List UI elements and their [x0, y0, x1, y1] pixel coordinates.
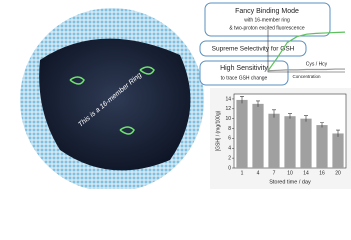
y-tick-label: 14	[225, 96, 231, 102]
box-title: Supreme Selectivity for GSH	[212, 46, 295, 53]
bar	[236, 99, 248, 168]
bar	[284, 116, 296, 168]
bar	[316, 125, 328, 168]
x-axis-label: Concentration	[292, 74, 321, 79]
box-text: with 16-member ring	[244, 17, 290, 23]
box-2: Supreme Selectivity for GSH	[199, 40, 307, 57]
graphical-abstract: This is a 16-member Ring Fancy Binding M…	[20, 2, 351, 189]
error-bar	[320, 122, 324, 128]
vesicle: This is a 16-member Ring	[20, 8, 204, 189]
data-line	[267, 31, 346, 72]
axis	[267, 30, 345, 73]
y-tick-label: 2	[228, 155, 231, 161]
x-tick-label: 16	[319, 170, 325, 176]
error-bar	[336, 129, 340, 137]
y-tick-label: 6	[228, 136, 231, 142]
box-3: High Sensitivity to trace GSH change	[199, 60, 289, 86]
x-tick-label: 14	[303, 170, 309, 176]
x-tick-label: 20	[335, 170, 341, 176]
bar	[332, 133, 344, 168]
box-text: & two-proton excited fluorescence	[229, 25, 305, 31]
x-tick-label: 1	[241, 170, 244, 176]
y-tick-label: 0	[228, 165, 231, 171]
error-bar	[288, 113, 292, 119]
legend-label: Cys / Hcy	[306, 61, 328, 67]
x-tick-label: 7	[273, 170, 276, 176]
bar	[300, 118, 312, 168]
bar	[268, 113, 280, 168]
box-title: Fancy Binding Mode	[235, 8, 299, 15]
y-tick-label: 12	[225, 106, 231, 112]
error-bar	[240, 96, 244, 104]
error-bar	[272, 109, 276, 118]
bar	[252, 103, 264, 168]
error-bar	[304, 115, 308, 122]
y-tick-label: 4	[228, 146, 231, 152]
box-title: High Sensitivity	[220, 65, 268, 72]
box-text: to trace GSH change	[221, 75, 268, 81]
x-axis-label: Stored time / day	[269, 179, 311, 185]
x-tick-label: 4	[257, 170, 260, 176]
y-tick-label: 10	[225, 116, 231, 122]
error-bar	[256, 100, 260, 107]
y-axis-label: [GSH] / (mg/100g)	[215, 110, 221, 151]
data-line	[267, 68, 345, 72]
x-tick-label: 10	[287, 170, 293, 176]
box-1: Fancy Binding Mode with 16-member ring &…	[204, 2, 331, 37]
y-tick-label: 8	[228, 126, 231, 132]
